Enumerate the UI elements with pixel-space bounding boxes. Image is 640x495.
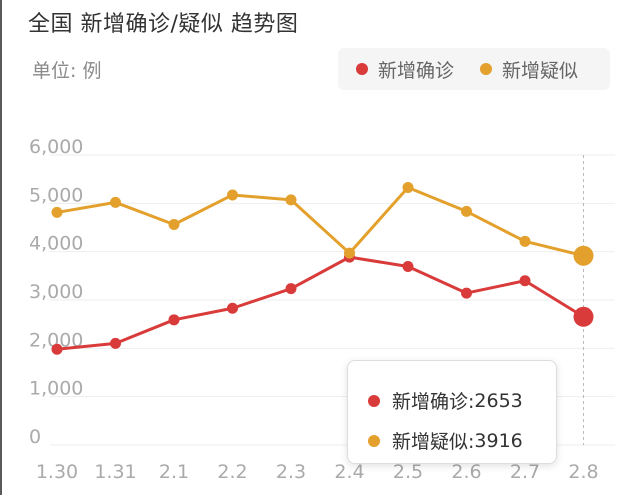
data-point-confirmed bbox=[227, 302, 238, 314]
data-point-suspected bbox=[461, 205, 472, 217]
x-tick-label: 2.6 bbox=[451, 461, 481, 483]
data-point-suspected bbox=[168, 219, 180, 231]
x-tick-label: 2.2 bbox=[217, 461, 247, 483]
tooltip-value-confirmed: 2653 bbox=[474, 389, 523, 412]
x-tick-label: 2.5 bbox=[393, 461, 423, 483]
x-tick-label: 2.8 bbox=[568, 461, 598, 483]
legend-label-suspected: 新增疑似 bbox=[502, 59, 579, 82]
legend-dot-suspected-icon bbox=[480, 63, 493, 75]
x-tick-label: 2.7 bbox=[510, 461, 540, 483]
data-point-confirmed bbox=[110, 337, 121, 349]
y-tick-label: 4,000 bbox=[29, 233, 83, 255]
y-tick-label: 6,000 bbox=[29, 136, 83, 158]
y-tick-label: 5,000 bbox=[29, 184, 83, 206]
x-tick-label: 2.1 bbox=[159, 461, 189, 483]
series-line-confirmed bbox=[56, 255, 585, 351]
x-tick-label: 2.3 bbox=[276, 461, 306, 483]
tooltip: 新增确诊: 2653 新增疑似: 3916 bbox=[347, 360, 557, 464]
data-point-confirmed bbox=[461, 287, 472, 299]
legend: 新增确诊 新增疑似 bbox=[338, 48, 610, 90]
series-line-suspected bbox=[56, 185, 584, 258]
unit-label: 单位: 例 bbox=[32, 60, 102, 82]
data-point-confirmed bbox=[285, 283, 297, 295]
data-point-suspected bbox=[573, 245, 594, 266]
data-point-suspected bbox=[344, 247, 355, 259]
tooltip-label-suspected: 新增疑似: bbox=[392, 431, 475, 453]
legend-label-confirmed: 新增确诊 bbox=[378, 59, 455, 82]
tooltip-row-suspected: 新增疑似: 3916 bbox=[368, 427, 523, 454]
legend-item-confirmed[interactable]: 新增确诊 bbox=[356, 56, 454, 83]
left-edge-rule bbox=[0, 0, 2, 495]
tooltip-label-confirmed: 新增确诊: bbox=[392, 391, 475, 413]
data-point-confirmed bbox=[573, 306, 594, 327]
data-point-suspected bbox=[285, 194, 297, 206]
data-point-suspected bbox=[519, 235, 531, 247]
y-tick-label: 0 bbox=[29, 426, 41, 448]
data-point-confirmed bbox=[519, 275, 531, 287]
page-title: 全国 新增确诊/疑似 趋势图 bbox=[28, 12, 299, 37]
tooltip-row-confirmed: 新增确诊: 2653 bbox=[368, 387, 523, 414]
tooltip-dot-confirmed-icon bbox=[368, 394, 380, 407]
data-point-suspected bbox=[227, 189, 238, 201]
data-point-confirmed bbox=[51, 343, 63, 355]
legend-item-suspected[interactable]: 新增疑似 bbox=[480, 56, 578, 83]
data-point-confirmed bbox=[402, 260, 414, 272]
tooltip-dot-suspected-icon bbox=[368, 434, 380, 447]
legend-dot-confirmed-icon bbox=[356, 63, 368, 75]
data-point-confirmed bbox=[168, 314, 180, 326]
y-tick-label: 3,000 bbox=[29, 281, 83, 303]
tooltip-value-suspected: 3916 bbox=[474, 429, 523, 452]
data-point-suspected bbox=[402, 181, 414, 193]
y-tick-label: 2,000 bbox=[29, 329, 83, 351]
x-tick-label: 1.31 bbox=[94, 461, 136, 483]
data-point-suspected bbox=[110, 196, 121, 208]
y-tick-label: 1,000 bbox=[29, 378, 83, 400]
x-tick-label: 2.4 bbox=[334, 461, 364, 483]
data-point-suspected bbox=[51, 206, 63, 218]
x-tick-label: 1.30 bbox=[36, 461, 78, 483]
